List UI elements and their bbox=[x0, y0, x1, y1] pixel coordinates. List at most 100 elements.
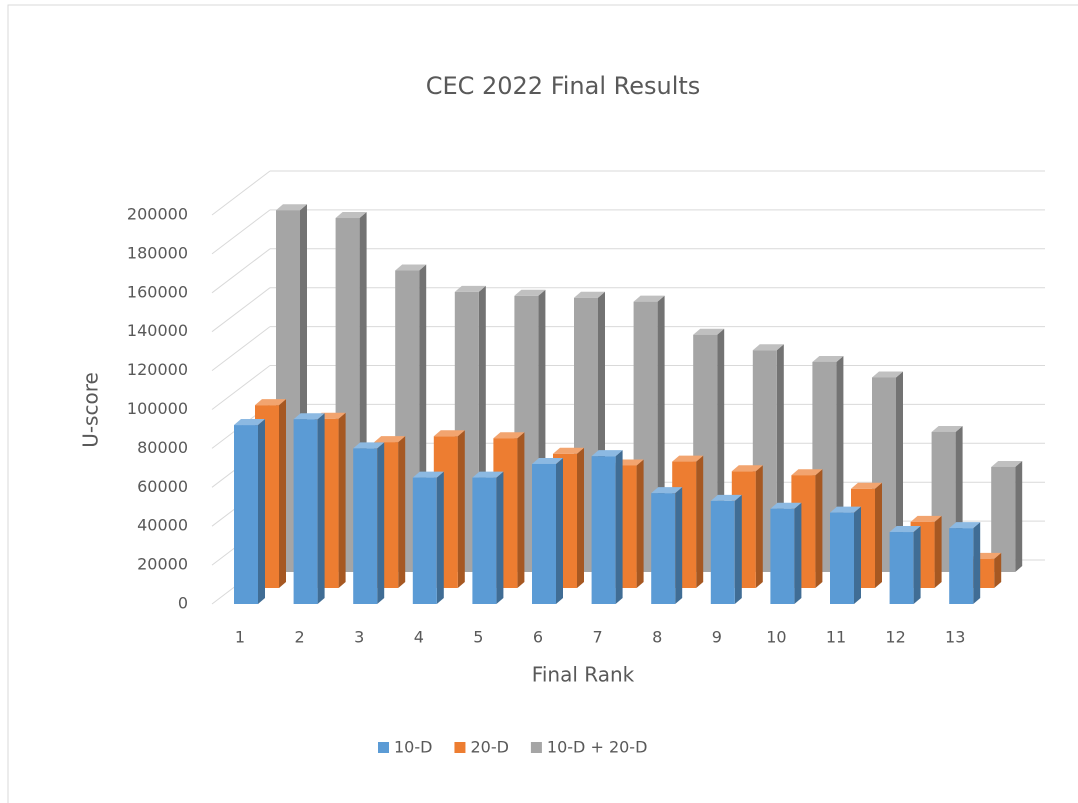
bar-side bbox=[696, 455, 704, 588]
bar-side bbox=[577, 447, 584, 588]
bar-front bbox=[770, 508, 795, 604]
bar-side bbox=[994, 552, 1002, 588]
bar-top bbox=[335, 212, 367, 219]
bar-side bbox=[815, 469, 823, 588]
bar-top bbox=[812, 355, 844, 362]
bar-top bbox=[710, 494, 742, 501]
bar-front bbox=[830, 512, 854, 604]
bar-front bbox=[889, 532, 914, 604]
bar-top bbox=[693, 328, 725, 335]
bar-side bbox=[615, 450, 623, 604]
y-tick-label: 200000 bbox=[127, 205, 188, 224]
x-tick-label: 7 bbox=[593, 628, 603, 647]
x-tick-label: 1 bbox=[235, 628, 245, 647]
bar-side bbox=[398, 436, 406, 588]
bar-top bbox=[532, 457, 563, 464]
bar-top bbox=[255, 399, 286, 406]
bar-front bbox=[949, 528, 974, 604]
bar-top bbox=[791, 469, 823, 476]
bar-side bbox=[457, 430, 465, 588]
bar-top bbox=[830, 506, 861, 513]
bar bbox=[949, 522, 981, 604]
bar-front bbox=[532, 463, 556, 604]
x-tick-label: 4 bbox=[414, 628, 424, 647]
y-tick-label: 0 bbox=[178, 594, 188, 613]
bar-top bbox=[910, 515, 942, 522]
bar bbox=[472, 471, 504, 604]
x-tick-label: 13 bbox=[945, 628, 965, 647]
legend-label: 20-D bbox=[470, 738, 508, 757]
bar-top bbox=[234, 419, 265, 426]
y-tick-label: 100000 bbox=[127, 399, 188, 418]
bar-top bbox=[591, 450, 623, 457]
bar-top bbox=[353, 442, 385, 449]
x-tick-label: 6 bbox=[533, 628, 543, 647]
bar-front bbox=[472, 477, 497, 604]
bar-side bbox=[377, 442, 385, 604]
bar-front bbox=[234, 425, 258, 604]
bar bbox=[353, 442, 385, 604]
bar bbox=[293, 413, 325, 604]
bar bbox=[830, 506, 861, 604]
bar-top bbox=[672, 455, 704, 462]
bar bbox=[591, 450, 623, 604]
bar-side bbox=[636, 459, 644, 588]
bar-side bbox=[279, 399, 286, 588]
bar-side bbox=[517, 432, 525, 588]
bar-top bbox=[851, 482, 882, 489]
bar-top bbox=[412, 471, 444, 478]
bar-top bbox=[454, 285, 486, 292]
bar-top bbox=[574, 291, 605, 298]
bar-side bbox=[854, 506, 861, 604]
bar bbox=[991, 460, 1023, 572]
bar-side bbox=[934, 515, 942, 588]
grid-line bbox=[211, 287, 271, 333]
y-tick-label: 160000 bbox=[127, 282, 188, 301]
legend-swatch bbox=[454, 742, 466, 753]
bar-top bbox=[949, 522, 981, 529]
bar-top bbox=[433, 430, 465, 437]
y-tick-label: 120000 bbox=[127, 360, 188, 379]
bar-front bbox=[591, 456, 616, 604]
legend-label: 10-D bbox=[394, 738, 432, 757]
bar-side bbox=[675, 487, 683, 604]
bar-top bbox=[991, 460, 1023, 467]
bar-side bbox=[258, 419, 265, 604]
bar-top bbox=[493, 432, 525, 439]
bar bbox=[532, 457, 563, 604]
bar-top bbox=[276, 204, 307, 211]
x-tick-label: 8 bbox=[652, 628, 662, 647]
bar-side bbox=[755, 465, 763, 588]
bar-side bbox=[556, 457, 563, 604]
x-tick-label: 10 bbox=[766, 628, 786, 647]
grid-line bbox=[211, 209, 271, 255]
bar-side bbox=[1015, 460, 1023, 572]
bar-top bbox=[872, 371, 903, 378]
bar-side bbox=[913, 526, 921, 604]
bar bbox=[651, 487, 683, 604]
chart-title: CEC 2022 Final Results bbox=[426, 72, 701, 100]
bar bbox=[770, 502, 802, 604]
bar bbox=[412, 471, 444, 604]
y-tick-label: 20000 bbox=[137, 555, 188, 574]
bar-side bbox=[338, 412, 346, 588]
y-axis-label: U-score bbox=[79, 372, 103, 448]
bar-top bbox=[395, 264, 427, 271]
bar-front bbox=[412, 477, 437, 604]
bar-top bbox=[651, 487, 683, 494]
y-tick-label: 180000 bbox=[127, 243, 188, 262]
bar-top bbox=[731, 465, 763, 472]
grid-line bbox=[211, 248, 271, 294]
x-tick-label: 9 bbox=[712, 628, 722, 647]
bar-front bbox=[710, 500, 735, 604]
grid-line bbox=[211, 365, 271, 410]
bar bbox=[234, 419, 265, 604]
bar bbox=[889, 526, 921, 604]
x-tick-label: 11 bbox=[826, 628, 846, 647]
y-tick-label: 40000 bbox=[137, 516, 188, 535]
bar-top bbox=[553, 447, 584, 454]
bar bbox=[710, 494, 742, 604]
bar-side bbox=[496, 471, 504, 604]
bar-side bbox=[794, 502, 802, 604]
